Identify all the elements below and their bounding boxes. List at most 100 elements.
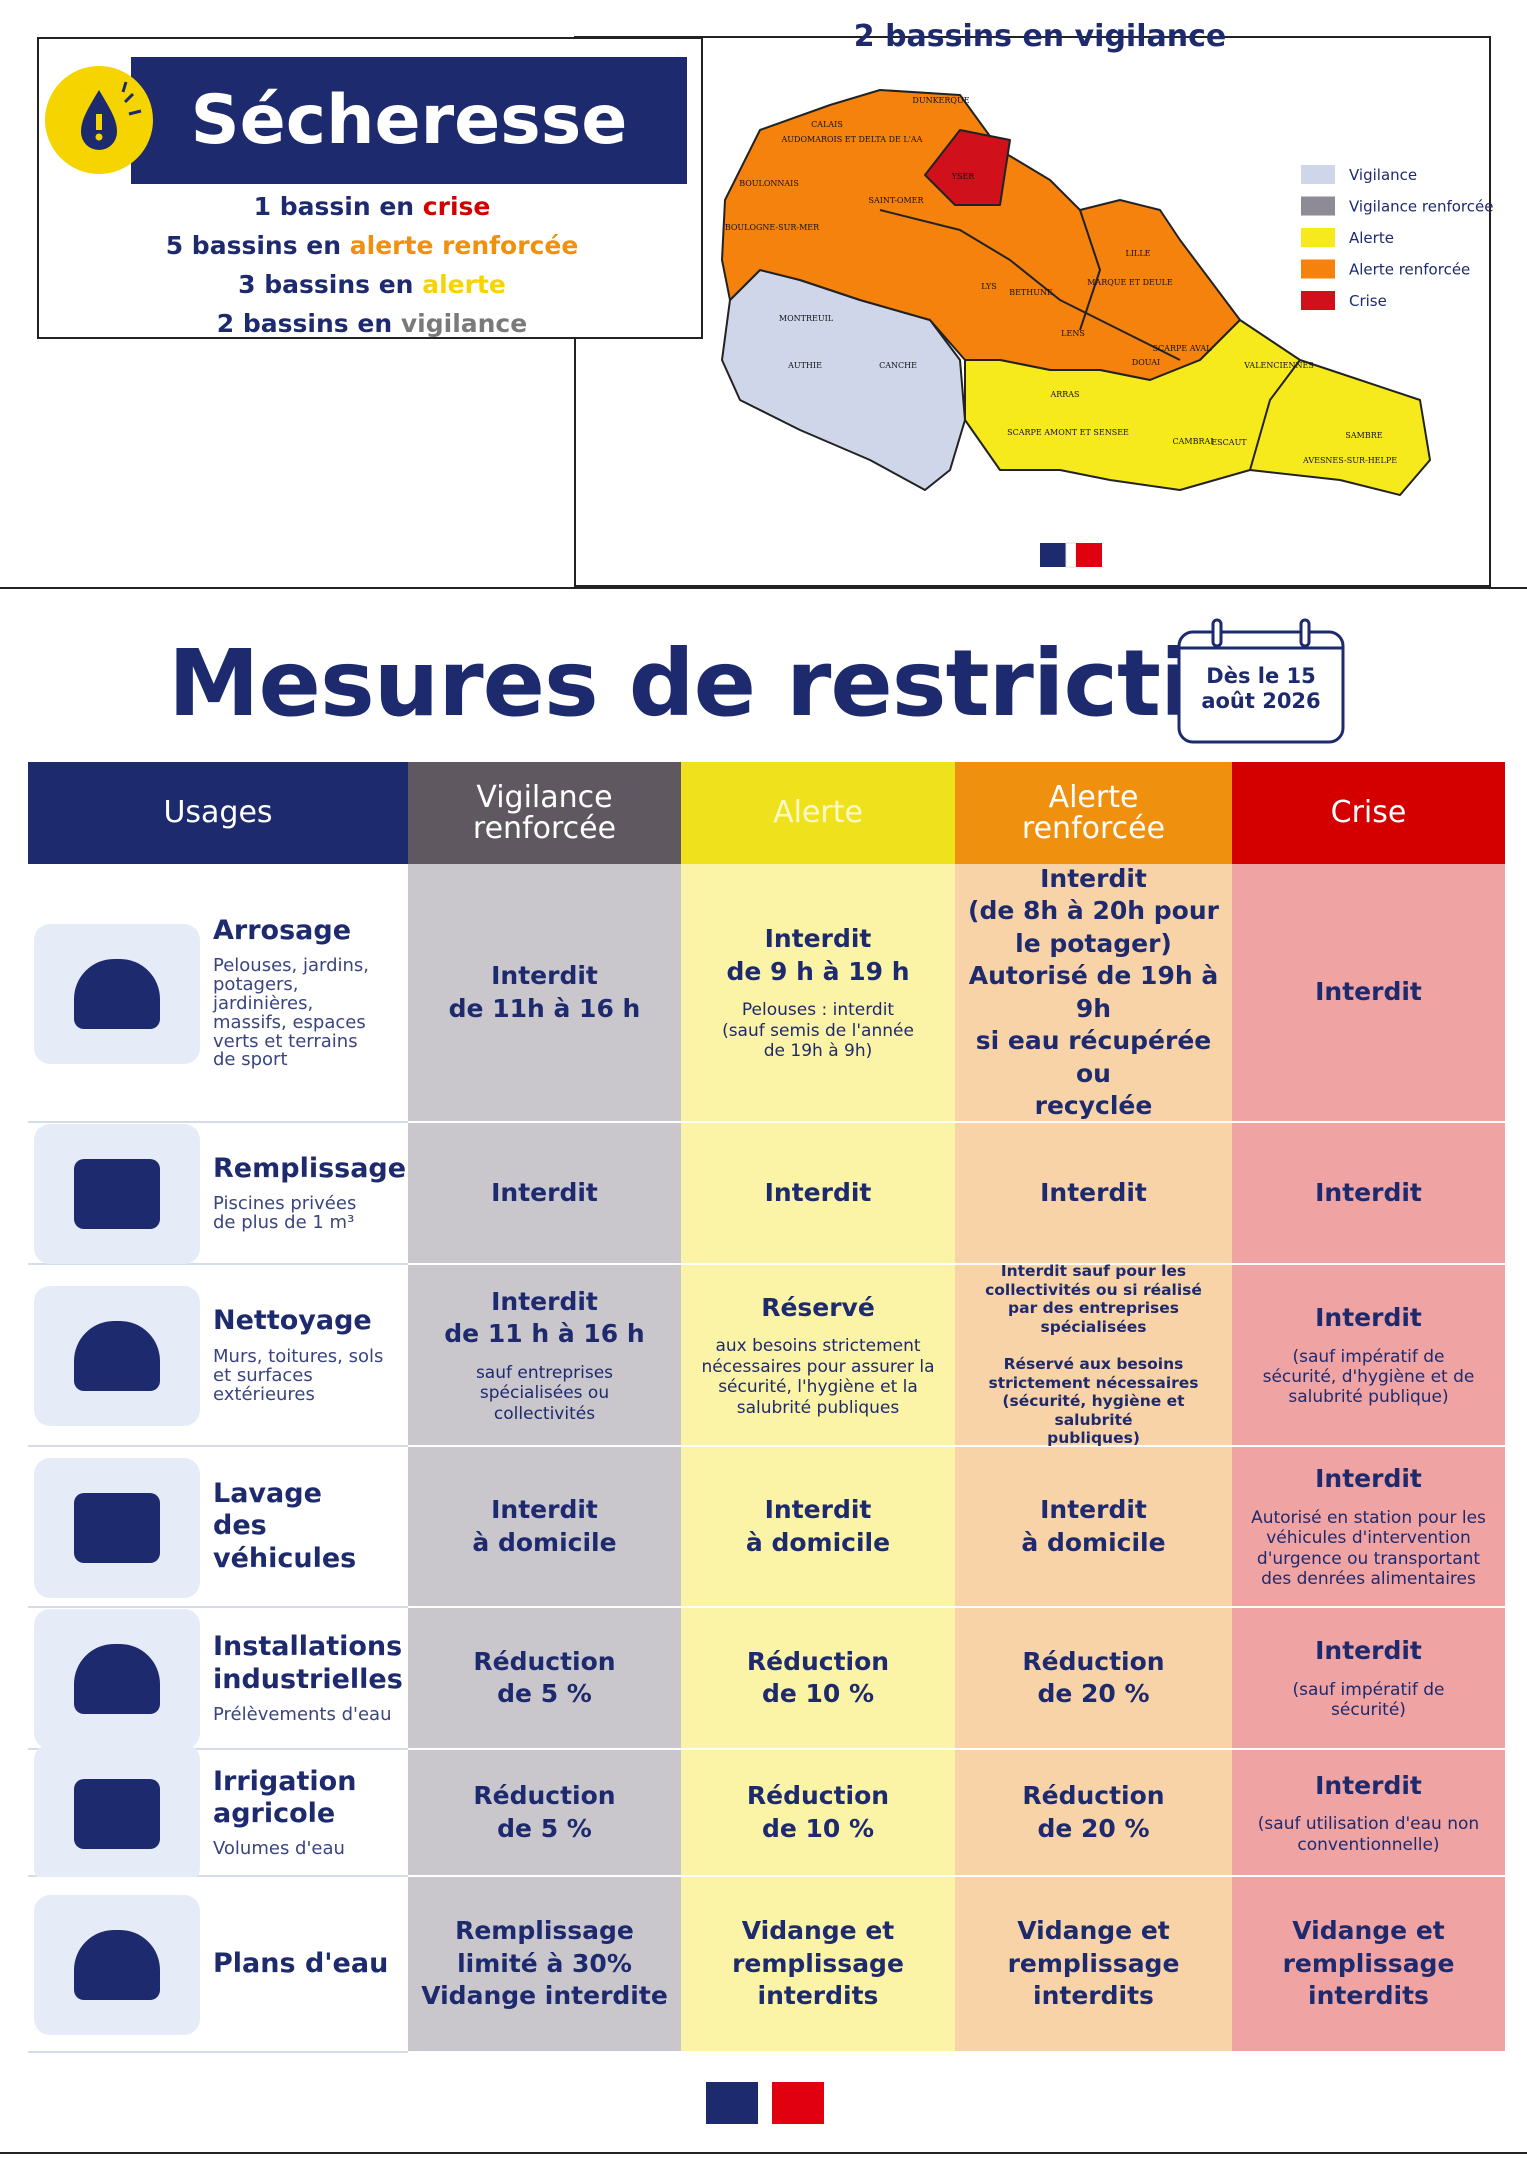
measure-main: Interdit xyxy=(1315,1770,1422,1800)
measure-cell: Réduction de 20 % xyxy=(955,1608,1232,1750)
measure-cell: Interdit à domicile xyxy=(681,1447,955,1608)
place-label: ARRAS xyxy=(1049,390,1079,399)
measure-main: Interdit de 9 h à 19 h xyxy=(726,924,910,986)
measure-cell: Réduction de 10 % xyxy=(681,1750,955,1877)
measure-cell: Interdit (sauf impératif de sécurité) xyxy=(1232,1608,1505,1750)
measure-main: Interdit xyxy=(1315,977,1422,1007)
measure-main: Réduction de 10 % xyxy=(746,1646,890,1709)
level-word: alerte renforcée xyxy=(349,231,579,260)
column-header: Crise xyxy=(1232,762,1505,864)
measure-cell: Interdit (sauf utilisation d'eau non conv… xyxy=(1232,1750,1505,1877)
measure-note: Autorisé en station pour les véhicules d… xyxy=(1251,1507,1486,1590)
usage-subtitle: Volumes d'eau xyxy=(213,1838,345,1860)
measure-main: Vidange et remplissage interdits xyxy=(732,1916,904,2011)
measure-main: Interdit xyxy=(1315,1636,1422,1666)
usage-subtitle: Prélèvements d'eau xyxy=(213,1703,392,1725)
legend-label: Alerte xyxy=(1349,229,1394,247)
usage-glyph xyxy=(74,1778,160,1849)
level-word: crise xyxy=(422,192,491,221)
usage-title: Arrosage xyxy=(213,914,352,946)
measure-cell: Interdit (sauf impératif de sécurité, d'h… xyxy=(1232,1265,1505,1447)
measure-note: (sauf utilisation d'eau non conventionne… xyxy=(1257,1814,1480,1855)
measure-main: Réduction de 5 % xyxy=(473,1646,616,1709)
measure-cell: Interdit à domicile xyxy=(408,1447,681,1608)
column-header: Alerte xyxy=(681,762,955,864)
place-label: MONTREUIL xyxy=(779,314,834,323)
measure-note: aux besoins strictement nécessaires pour… xyxy=(701,1336,935,1418)
usage-title: Lavage des véhicules xyxy=(213,1477,357,1574)
place-label: AUDOMAROIS ET DELTA DE L'AA xyxy=(781,135,923,144)
bassin-count: 1 bassin en xyxy=(253,192,415,221)
measure-main: Réservé xyxy=(761,1292,875,1322)
measure-cell: Vidange et remplissage interdits xyxy=(955,1877,1232,2053)
measure-cell: Réservé aux besoins strictement nécessair… xyxy=(681,1265,955,1447)
usage-glyph xyxy=(74,1159,160,1229)
legend-label: Vigilance renforcée xyxy=(1349,198,1493,216)
measure-cell: Interdit xyxy=(1232,1123,1505,1265)
measure-cell: Interdit sauf pour les collectivités ou … xyxy=(955,1262,1232,1447)
summary-line: 1 bassin en crise xyxy=(39,187,705,226)
measure-main: Remplissage limité à 30% Vidange interdi… xyxy=(421,1916,668,2011)
map-legend: Vigilance Vigilance renforcée Alerte Alerte… xyxy=(1301,165,1493,310)
map-title: 2 bassins en vigilance xyxy=(854,19,1226,54)
republic-logo xyxy=(1040,542,1102,568)
basin-border xyxy=(879,209,1181,361)
basin-border xyxy=(1249,359,1301,471)
measure-note: Pelouses : interdit (sauf semis de l'ann… xyxy=(722,1000,914,1062)
measure-main: Interdit xyxy=(1040,1177,1147,1207)
usage-glyph xyxy=(74,1492,160,1563)
measure-main: Réduction de 5 % xyxy=(473,1781,616,1843)
measure-cell: Réduction de 5 % xyxy=(408,1750,681,1877)
measure-main: Interdit à domicile xyxy=(745,1495,891,1557)
place-label: LYS xyxy=(981,282,997,291)
place-label: BOULONNAIS xyxy=(739,179,799,188)
usage-title: Irrigation agricole xyxy=(213,1765,357,1830)
usage-title: Plans d'eau xyxy=(213,1947,389,1979)
usage-title: Installations industrielles xyxy=(213,1631,403,1695)
measure-main: Interdit de 11h à 16 h xyxy=(448,961,641,1023)
calendar-icon xyxy=(1177,618,1345,744)
measure-cell: Réduction de 5 % xyxy=(408,1608,681,1750)
place-label: CANCHE xyxy=(879,361,917,370)
summary-line: 3 bassins en alerte xyxy=(39,265,705,304)
legend-label: Vigilance xyxy=(1349,166,1417,184)
measure-cell: Interdit Autorisé en station pour les véh… xyxy=(1232,1447,1505,1608)
drought-icon xyxy=(45,66,153,174)
place-label: VALENCIENNES xyxy=(1243,361,1314,370)
place-label: DOUAI xyxy=(1132,358,1160,367)
measure-main: Interdit xyxy=(764,1177,872,1207)
measure-cell: Interdit à domicile xyxy=(955,1447,1232,1608)
column-header: Vigilance renforcée xyxy=(408,762,681,864)
legend-swatch xyxy=(1301,291,1335,310)
measure-main: Interdit xyxy=(1315,1177,1422,1207)
measure-cell: Interdit xyxy=(1232,864,1505,1123)
measure-cell: Interdit xyxy=(955,1123,1232,1265)
measure-cell: Interdit de 9 h à 19 h Pelouses : interdi… xyxy=(681,864,955,1123)
place-label: MARQUE ET DEULE xyxy=(1087,278,1173,287)
measure-note: sauf entreprises spécialisées ou collect… xyxy=(475,1362,614,1424)
place-label: AUTHIE xyxy=(787,361,822,370)
measure-main: Interdit xyxy=(1315,1464,1422,1494)
region-crise xyxy=(924,129,1011,206)
summary-line: 2 bassins en vigilance xyxy=(39,304,705,343)
usage-title: Nettoyage xyxy=(213,1305,372,1337)
map-panel: 2 bassins en vigilance DUNKERQUE CALAIS AU… xyxy=(0,19,1527,589)
place-label: LILLE xyxy=(1126,249,1151,258)
legend-label: Alerte renforcée xyxy=(1349,261,1470,279)
measure-cell: Interdit xyxy=(408,1123,681,1265)
place-label: SCARPE AVAL xyxy=(1153,344,1213,353)
measure-cell: Réduction de 10 % xyxy=(681,1608,955,1750)
measure-main: Interdit de 11 h à 16 h xyxy=(444,1286,645,1349)
place-label: ESCAUT xyxy=(1211,438,1247,447)
measure-cell: Interdit (de 8h à 20h pour le potager) A… xyxy=(955,864,1232,1123)
usage-subtitle: Murs, toitures, sols et surfaces extérie… xyxy=(213,1345,384,1405)
measure-main: Vidange et remplissage interdits xyxy=(1007,1916,1180,2011)
place-label: SAINT-OMER xyxy=(868,196,924,205)
place-label: YSER xyxy=(951,172,976,181)
measure-main: Interdit xyxy=(1315,1303,1422,1333)
basin-border xyxy=(1079,209,1101,331)
usage-subtitle: Piscines privées de plus de 1 m³ xyxy=(213,1193,357,1234)
region-alerte xyxy=(964,319,1431,496)
bassin-count: 3 bassins en xyxy=(238,270,414,299)
